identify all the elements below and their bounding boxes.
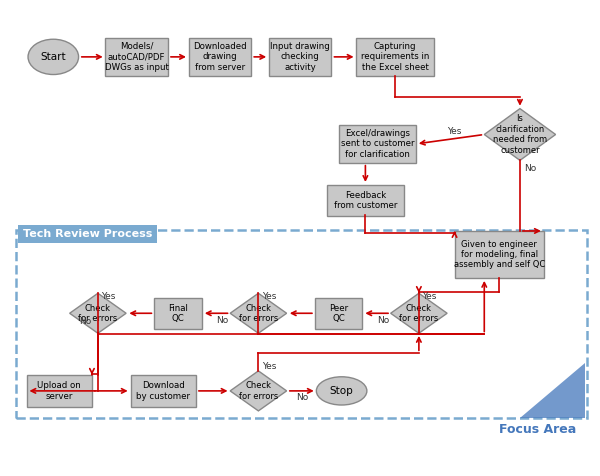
Text: Feedback
from customer: Feedback from customer bbox=[334, 191, 397, 210]
Text: No: No bbox=[296, 394, 308, 402]
Text: Yes: Yes bbox=[448, 127, 462, 136]
Text: Check
for errors: Check for errors bbox=[239, 381, 278, 401]
Polygon shape bbox=[230, 293, 287, 333]
Text: Downloaded
drawing
from server: Downloaded drawing from server bbox=[193, 42, 247, 72]
Ellipse shape bbox=[28, 39, 79, 75]
FancyBboxPatch shape bbox=[269, 38, 331, 76]
Polygon shape bbox=[520, 363, 586, 418]
FancyBboxPatch shape bbox=[131, 375, 196, 407]
FancyBboxPatch shape bbox=[154, 298, 202, 328]
Text: Yes: Yes bbox=[101, 292, 116, 301]
Text: Input drawing
checking
activity: Input drawing checking activity bbox=[270, 42, 330, 72]
Text: Excel/drawings
sent to customer
for clarification: Excel/drawings sent to customer for clar… bbox=[341, 129, 414, 159]
Text: Check
for errors: Check for errors bbox=[239, 304, 278, 323]
Text: Peer
QC: Peer QC bbox=[329, 304, 348, 323]
Text: Is
clarification
needed from
customer: Is clarification needed from customer bbox=[493, 114, 547, 155]
FancyBboxPatch shape bbox=[356, 38, 434, 76]
Text: No: No bbox=[524, 164, 537, 173]
Text: Yes: Yes bbox=[262, 362, 276, 371]
FancyBboxPatch shape bbox=[26, 375, 92, 407]
Text: No: No bbox=[79, 317, 91, 326]
Polygon shape bbox=[391, 293, 447, 333]
Polygon shape bbox=[484, 109, 556, 160]
FancyBboxPatch shape bbox=[315, 298, 362, 328]
FancyBboxPatch shape bbox=[188, 38, 251, 76]
Text: Tech Review Process: Tech Review Process bbox=[23, 229, 152, 239]
Text: Yes: Yes bbox=[422, 292, 437, 301]
Text: Upload on
server: Upload on server bbox=[37, 381, 81, 401]
Ellipse shape bbox=[316, 377, 367, 405]
Text: Check
for errors: Check for errors bbox=[78, 304, 118, 323]
Text: Final
QC: Final QC bbox=[168, 304, 188, 323]
Text: Given to engineer
for modeling, final
assembly and self QC: Given to engineer for modeling, final as… bbox=[454, 239, 545, 269]
Text: Yes: Yes bbox=[262, 292, 276, 301]
Text: Stop: Stop bbox=[330, 386, 353, 396]
Text: Download
by customer: Download by customer bbox=[136, 381, 190, 401]
FancyBboxPatch shape bbox=[17, 225, 157, 243]
Text: Focus Area: Focus Area bbox=[499, 423, 577, 436]
Polygon shape bbox=[230, 371, 287, 411]
Polygon shape bbox=[70, 293, 126, 333]
Text: Capturing
requirements in
the Excel sheet: Capturing requirements in the Excel shee… bbox=[361, 42, 429, 72]
FancyBboxPatch shape bbox=[338, 125, 416, 163]
Text: Check
for errors: Check for errors bbox=[399, 304, 439, 323]
Text: No: No bbox=[217, 316, 229, 325]
FancyBboxPatch shape bbox=[106, 38, 168, 76]
Text: No: No bbox=[377, 316, 389, 325]
Text: Start: Start bbox=[40, 52, 66, 62]
FancyBboxPatch shape bbox=[327, 185, 404, 216]
FancyBboxPatch shape bbox=[455, 231, 544, 278]
Text: Models/
autoCAD/PDF
DWGs as input: Models/ autoCAD/PDF DWGs as input bbox=[104, 42, 169, 72]
